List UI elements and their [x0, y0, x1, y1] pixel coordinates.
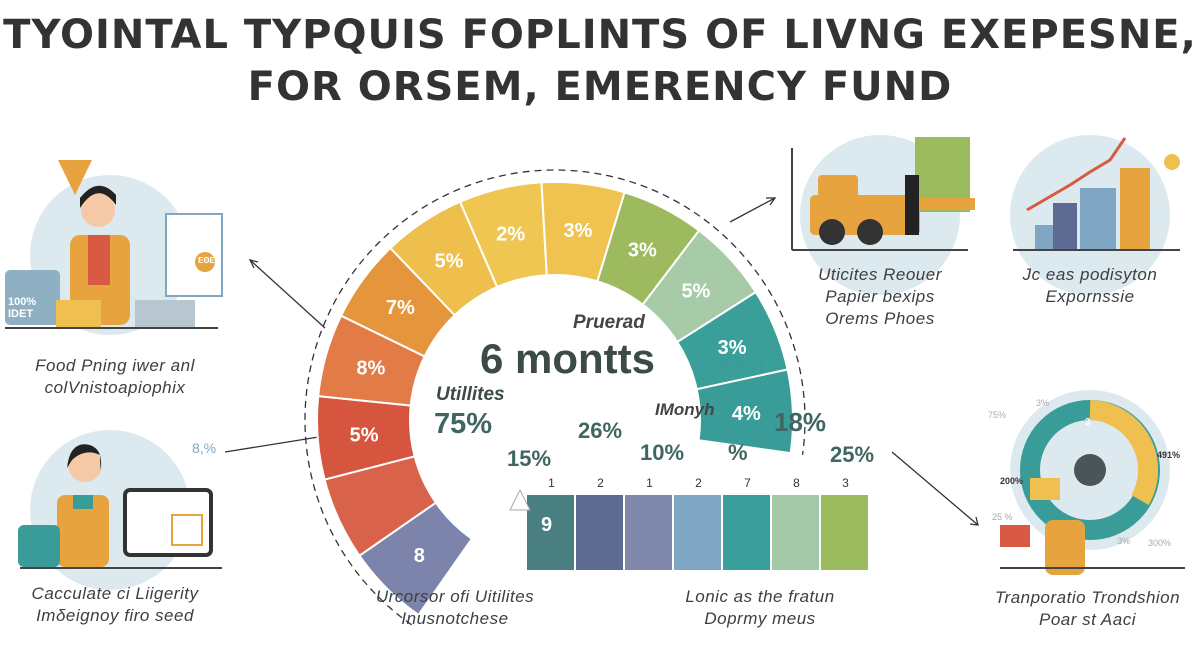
caption-line: Orems Phoes [825, 309, 935, 328]
calc-percent: 8,% [192, 440, 217, 456]
caption-line: Uticites Reouer [818, 265, 942, 284]
utilities-truck-illustration [791, 135, 975, 295]
caption-line: Imδeignoy firo seed [36, 606, 194, 625]
caption-line: Lonic as the fratun [685, 587, 835, 606]
stat-15: 15% [507, 446, 552, 471]
donut-label: 491% [1157, 450, 1181, 460]
gauge-segment-label: 4% [732, 403, 761, 425]
gauge-segments: 8 5% 8% 7% 5% 2% 3% 3% 5% 3% 4% [304, 169, 806, 626]
title-line-1: TYOINTAL TYPQUIS FOPLINTS OF LIVNG EXEPE… [3, 12, 1197, 58]
caption-utilities: Uticites Reouer Papier bexips Orems Phoe… [780, 264, 980, 330]
food-badge: 100% IDET [8, 296, 37, 320]
bar-cell [772, 495, 819, 570]
lightbulb-icon [1164, 154, 1180, 170]
caption-bottom-right: Lonic as the fratun Doprmy meus [665, 586, 855, 630]
caption-expense: Jc eas podisyton Expornssie [995, 264, 1185, 308]
bar-cell [723, 495, 770, 570]
gauge-dashed-outline [304, 169, 806, 626]
caption-line: Cacculate ci Liigerity [31, 584, 199, 603]
caption-line: Tranporatio Trondshion [994, 588, 1181, 607]
bar-cell-top-label: 3 [842, 476, 849, 490]
utilites-label: Utillites [436, 384, 505, 405]
caption-line: Doprmy meus [704, 609, 816, 628]
donut-label: 3% [1117, 536, 1131, 546]
caption-line: Urcorsor ofi Uitilites [375, 587, 535, 606]
donut-label: 75% [988, 410, 1007, 420]
bar-cell-top-label: 8 [793, 476, 800, 490]
caption-bottom-left: Urcorsor ofi Uitilites Inusnotchese [355, 586, 555, 630]
center-main-value: 6 montts [480, 335, 656, 382]
caption-transport: Tranporatio Trondshion Poar st Aaci [975, 587, 1200, 631]
caption-calculate: Cacculate ci Liigerity Imδeignoy firo se… [5, 583, 225, 627]
bar-cell [576, 495, 623, 570]
bar-cell-top-label: 1 [548, 476, 555, 490]
gauge-segment-label: 3% [628, 240, 657, 262]
caption-line: Inusnotchese [401, 609, 509, 628]
donut-label: 3 [1085, 417, 1091, 428]
gear-icon [1074, 454, 1106, 486]
donut-label: 200% [1000, 476, 1024, 486]
food-planning-illustration [5, 160, 223, 335]
pointer-arrow-icon [509, 488, 531, 511]
bar-cell-top-label: 7 [744, 476, 751, 490]
donut-label: 300% [1148, 538, 1172, 548]
calculate-illustration [18, 430, 222, 590]
center-subtitle: Pruerad [573, 312, 645, 333]
caption-line: Poar st Aaci [1038, 610, 1137, 629]
donut-label: 25 % [992, 512, 1013, 522]
gauge-segment-label: 5% [435, 251, 464, 273]
caption-line: Papier bexips [825, 287, 935, 306]
donut-label: 3% [1036, 398, 1050, 408]
caption-line: Expornssie [1045, 287, 1135, 306]
stat-25: 25% [830, 442, 875, 467]
bar-cell-label: 9 [541, 514, 552, 536]
gauge-segment-label: 5% [681, 280, 710, 302]
bar-cell [674, 495, 721, 570]
stat-pct: % [728, 440, 748, 465]
bar-cell [625, 495, 672, 570]
stat-26: 26% [578, 418, 623, 443]
caption-food: Food Pning iwer anl colVnistoapiophix [5, 355, 225, 399]
gauge-segment-label: 5% [350, 425, 379, 447]
bar-cell [821, 495, 868, 570]
bar-cell-top-label: 2 [695, 476, 702, 490]
caption-line: Jc eas podisyton [1022, 265, 1158, 284]
gauge-segment-label: 8 [414, 545, 425, 567]
expense-chart-illustration [1010, 135, 1180, 295]
bar-cell [527, 495, 574, 570]
gauge-segment [695, 368, 794, 455]
gauge-segment-label: 8% [356, 358, 385, 380]
month-bar: 1 9 2 1 2 7 8 3 [527, 476, 868, 570]
monyh-label: IMonyh [655, 400, 715, 419]
connector-arrows [224, 197, 979, 526]
gauge-segment-label: 2% [496, 224, 525, 246]
stat-18: 18% [774, 407, 827, 437]
title-line-2: FOR ORSEM, EMERENCY FUND [247, 64, 953, 110]
bar-cell-top-label: 2 [597, 476, 604, 490]
caption-line: Food Pning iwer anl [35, 356, 195, 375]
food-tag: ΕΘΕ [198, 256, 215, 265]
bar-cell-top-label: 1 [646, 476, 653, 490]
center-tag: -ouf iert [694, 357, 765, 378]
gauge-segment-label: 3% [718, 337, 747, 359]
gauge-segment-label: 3% [563, 220, 592, 242]
gauge-segment-label: 7% [386, 297, 415, 319]
transport-donut-illustration [1000, 390, 1185, 575]
stat-10: 10% [640, 440, 685, 465]
utilites-value: 75% [434, 408, 493, 440]
caption-line: colVnistoapiophix [44, 378, 186, 397]
